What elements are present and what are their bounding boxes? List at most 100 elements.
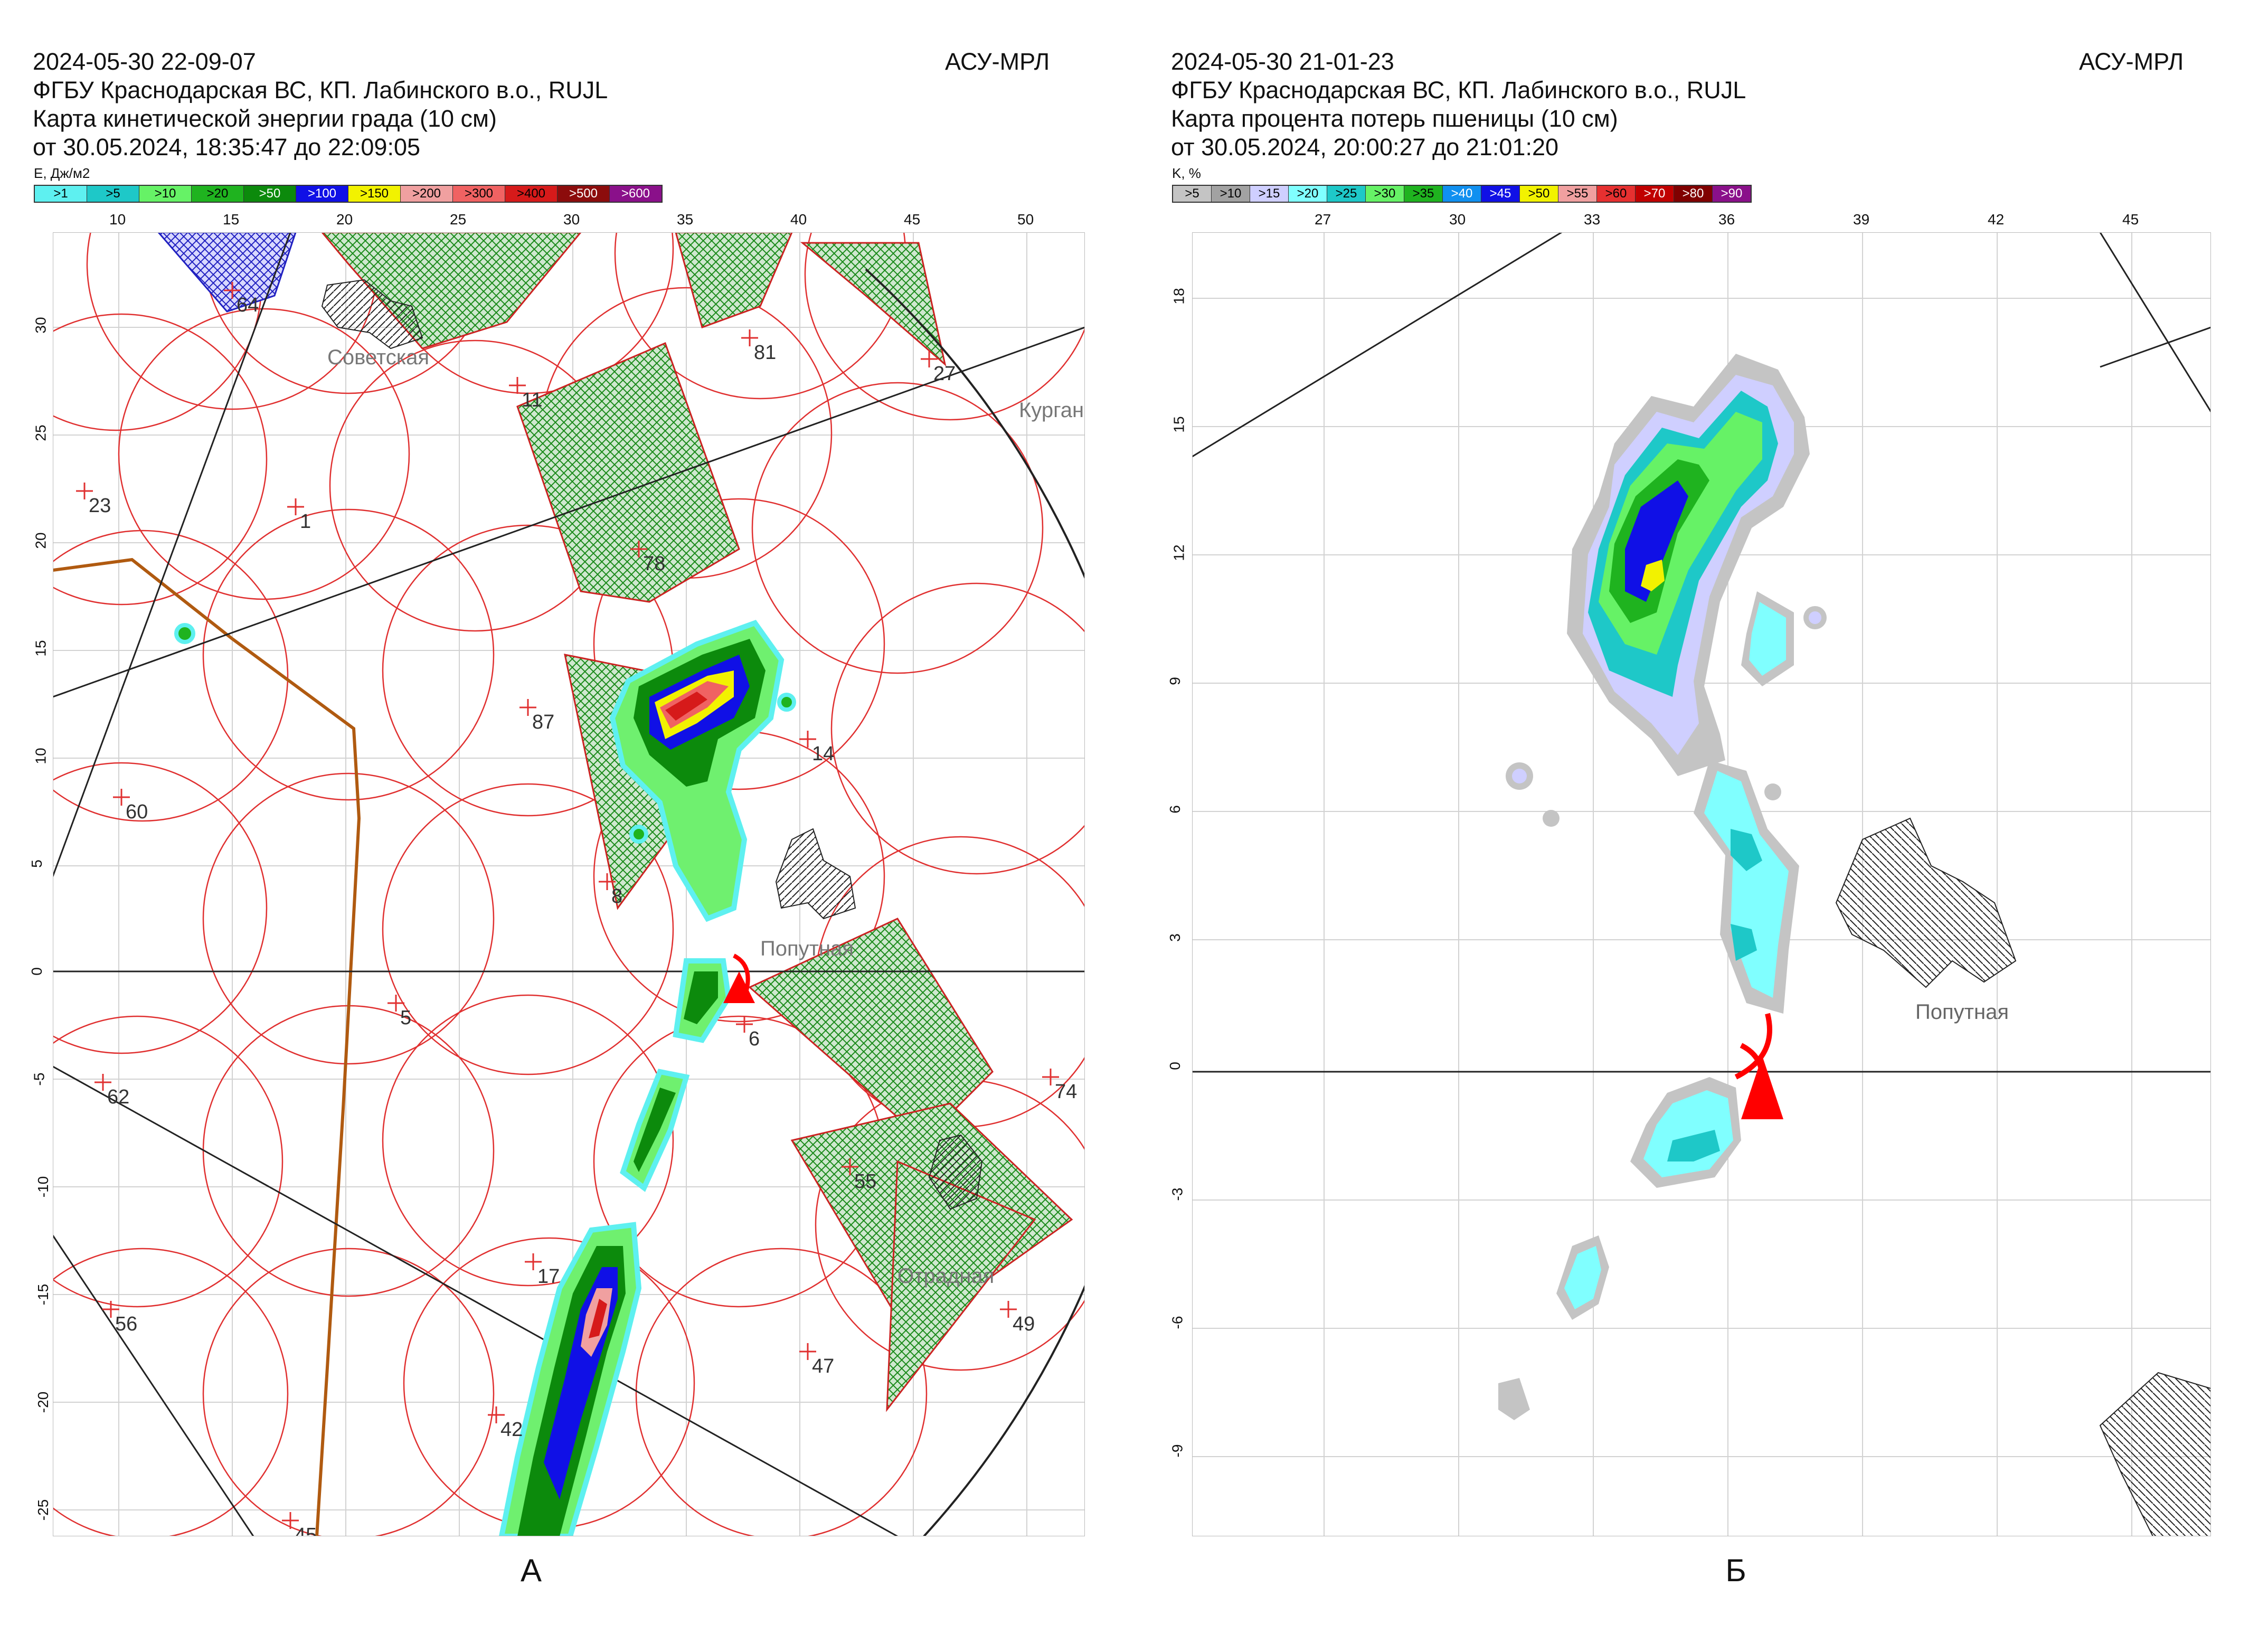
wheat-loss-map: Попутная (1192, 232, 2211, 1536)
x-tick-label: 42 (1988, 211, 2005, 228)
station-cross (1000, 1301, 1017, 1318)
x-tick-label: 27 (1315, 211, 1331, 228)
protection-zone (516, 342, 740, 603)
y-tick-label: -9 (1169, 1444, 1186, 1458)
loss-level-25 (1731, 829, 1762, 871)
hail-station: 17 (525, 1253, 560, 1288)
range-circle (804, 232, 1085, 421)
y-tick-label: -20 (35, 1391, 52, 1413)
station-label: 17 (537, 1265, 560, 1288)
sector-line (2099, 232, 2211, 412)
hail-station: 11 (509, 377, 542, 411)
x-tick-label: 25 (450, 211, 467, 228)
x-tick-label: 45 (2122, 211, 2139, 228)
station-cross (287, 498, 304, 515)
station-label: 87 (532, 711, 554, 733)
loss-spot (1764, 783, 1781, 800)
station-cross (842, 1158, 858, 1175)
sector-line (53, 232, 291, 877)
hail-station: 81 (741, 329, 776, 364)
hail-station: 42 (488, 1406, 523, 1441)
sector-line (53, 1235, 254, 1536)
range-circle (53, 1015, 284, 1308)
legend-item: >10 (139, 186, 192, 202)
protection-zone (800, 242, 947, 367)
header-period: от 30.05.2024, 20:00:27 до 21:01:20 (1171, 134, 1558, 160)
range-circle (118, 308, 410, 600)
y-tick-label: 0 (28, 967, 45, 976)
protection-zone-blue (157, 232, 297, 313)
legend-unit: K, % (1172, 165, 1201, 181)
protection-zone (748, 918, 994, 1142)
hail-station: 56 (102, 1301, 137, 1335)
loss-level-25 (1731, 924, 1757, 961)
range-circle (202, 1248, 495, 1536)
hail-station: 87 (519, 699, 554, 733)
station-label: 56 (115, 1313, 137, 1335)
station-label: 14 (812, 743, 834, 765)
legend-unit: E, Дж/м2 (34, 165, 90, 181)
sector-line (53, 326, 1085, 698)
station-label: 1 (300, 511, 311, 533)
hail-station: 6 (736, 1016, 760, 1050)
station-cross (630, 541, 647, 558)
panel-b: 2024-05-30 21-01-23 АСУ-МРЛ ФГБУ Краснод… (1134, 0, 2268, 1634)
system-label: АСУ-МРЛ (945, 48, 1050, 75)
legend-item: >45 (1481, 186, 1520, 202)
settlement-otradnaya (928, 1134, 983, 1210)
range-circle (202, 508, 495, 801)
x-tick-label: 30 (1449, 211, 1466, 228)
legend-item: >55 (1558, 186, 1597, 202)
loss-level-5 (1498, 1378, 1530, 1420)
storm-cell-level-50 (634, 1088, 676, 1172)
y-tick-label: 12 (1170, 544, 1187, 561)
station-cross (488, 1406, 505, 1423)
loss-level-20 (1749, 602, 1786, 676)
legend-item: >70 (1636, 186, 1674, 202)
station-label: 49 (1013, 1313, 1035, 1335)
station-label: 42 (500, 1419, 523, 1441)
y-tick-label: 3 (1166, 933, 1183, 942)
x-tick-label: 30 (563, 211, 580, 228)
station-label: 8 (611, 885, 622, 908)
station-label: 11 (522, 389, 542, 411)
y-tick-label: 0 (1166, 1062, 1183, 1070)
range-circle (53, 313, 268, 606)
caption-b: Б (1725, 1553, 1746, 1588)
y-tick-label: 15 (32, 640, 49, 657)
header-period: от 30.05.2024, 18:35:47 до 22:09:05 (33, 134, 420, 160)
y-tick-label: -15 (35, 1283, 52, 1306)
legend-item: >25 (1327, 186, 1366, 202)
x-tick-label: 50 (1017, 211, 1034, 228)
y-tick-label: 10 (32, 748, 49, 764)
legend-item: >80 (1674, 186, 1713, 202)
y-tick-label: -25 (35, 1499, 52, 1521)
legend-item: >200 (401, 186, 453, 202)
legend-item: >500 (557, 186, 610, 202)
sector-line (1192, 232, 1562, 458)
y-tick-label: 5 (28, 859, 45, 868)
station-label: 23 (89, 495, 111, 517)
hail-station: 74 (1042, 1069, 1077, 1103)
loss-spot (1543, 810, 1560, 827)
header-datetime: 2024-05-30 22-09-07 (33, 48, 256, 75)
y-tick-label: -10 (35, 1176, 52, 1198)
station-label: 5 (400, 1007, 411, 1029)
legend-item: >50 (244, 186, 296, 202)
station-label: 64 (237, 294, 259, 316)
range-circle (751, 382, 1044, 674)
place-label: Советская (327, 346, 429, 369)
station-cross (1042, 1069, 1059, 1085)
range-circle (382, 783, 674, 1075)
station-label: 45 (295, 1524, 317, 1536)
hail-station: 8 (599, 873, 622, 908)
range-circle (593, 498, 885, 790)
protection-zone (321, 232, 582, 350)
hail-station: 23 (76, 483, 111, 517)
station-cross (113, 789, 130, 806)
station-cross (224, 282, 241, 299)
panel-a: 2024-05-30 22-09-07 АСУ-МРЛ ФГБУ Краснод… (28, 48, 1085, 1588)
legend-item: >1 (35, 186, 87, 202)
station-cross (599, 873, 616, 890)
